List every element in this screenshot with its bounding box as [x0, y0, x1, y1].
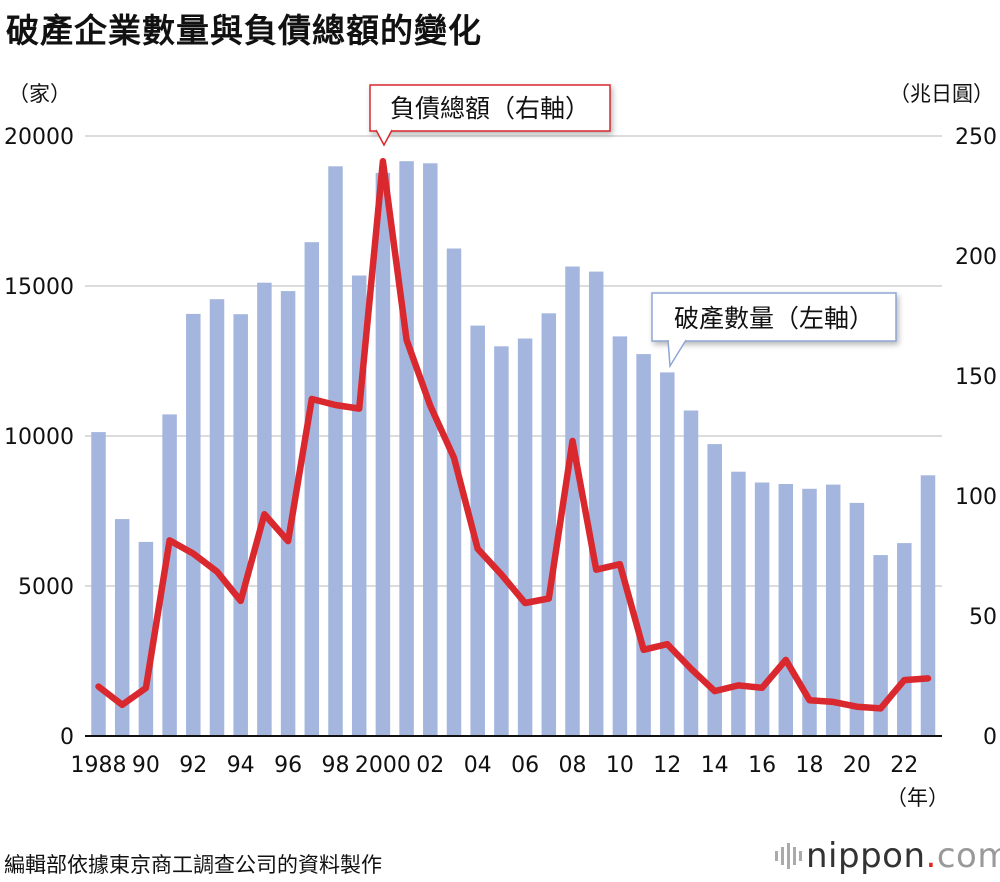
x-tick-label: 94	[227, 753, 255, 778]
bar-2010	[612, 336, 628, 736]
chart-title: 破產企業數量與負債總額的變化	[6, 11, 482, 50]
bar-2015	[731, 471, 746, 736]
bar-2014	[707, 444, 722, 736]
x-tick-label: 92	[179, 753, 207, 778]
x-tick-label: 1988	[71, 753, 127, 778]
x-tick-label: 16	[748, 753, 776, 778]
left-tick-label: 10000	[4, 425, 74, 450]
bar-1991	[162, 414, 177, 736]
x-tick-label: 90	[132, 753, 160, 778]
right-tick-label: 250	[955, 125, 997, 150]
x-tick-label: 14	[701, 753, 729, 778]
left-tick-label: 20000	[4, 125, 74, 150]
x-axis-ticks: 1988 90 92 94 96 98 2000 02 04 06 08 10 12 14 16 18 20 22	[71, 753, 919, 778]
bar-2017	[778, 484, 794, 736]
left-tick-label: 5000	[18, 575, 74, 600]
callout-debt-pointer	[375, 129, 393, 147]
bar-1994	[233, 314, 248, 736]
brand-mark-icon	[775, 843, 802, 869]
right-tick-label: 0	[983, 725, 997, 750]
right-tick-label: 100	[955, 485, 997, 510]
bar-1998	[328, 166, 343, 737]
x-tick-label: 22	[890, 753, 918, 778]
x-tick-label: 96	[274, 753, 302, 778]
right-axis-ticks: 250 200 150 100 50 0	[955, 125, 997, 750]
bar-2009	[588, 271, 604, 736]
bar-2023	[920, 475, 936, 736]
bar-2019	[825, 484, 841, 736]
bar-2006	[517, 338, 533, 736]
bar-2020	[849, 502, 865, 736]
bar-2013	[683, 410, 699, 736]
brand-suffix: com	[936, 836, 1000, 876]
right-tick-label: 50	[969, 605, 997, 630]
line-series	[95, 157, 932, 712]
bar-2008	[565, 266, 580, 736]
callout-debt-label: 負債總額（右軸）	[390, 94, 590, 123]
left-axis-ticks: 20000 15000 10000 5000 0	[4, 125, 74, 750]
bars-series	[91, 161, 936, 737]
x-tick-label: 12	[653, 753, 681, 778]
bar-1993	[209, 299, 225, 736]
x-tick-label: 06	[511, 753, 539, 778]
bar-1995	[257, 282, 272, 736]
x-tick-label: 20	[843, 753, 871, 778]
debt-line	[95, 157, 932, 712]
x-tick-label: 98	[322, 753, 350, 778]
right-tick-label: 150	[955, 365, 997, 390]
x-tick-label: 02	[416, 753, 444, 778]
source-note: 編輯部依據東京商工調查公司的資料製作	[4, 853, 382, 877]
x-tick-label: 04	[464, 753, 492, 778]
brand-name: nippon	[806, 836, 926, 876]
x-tick-label: 2000	[355, 753, 411, 778]
bar-1996	[280, 291, 296, 736]
bar-2005	[494, 346, 509, 736]
bar-2011	[636, 354, 651, 736]
x-axis-unit: （年）	[886, 786, 949, 810]
right-tick-label: 200	[955, 245, 997, 270]
bar-2016	[754, 482, 770, 736]
x-tick-label: 10	[606, 753, 634, 778]
bar-2004	[470, 325, 485, 736]
bar-2002	[423, 163, 438, 737]
callout-count-box	[651, 292, 897, 342]
left-axis-unit: （家）	[8, 82, 71, 106]
callout-count-label: 破產數量（左軸）	[674, 304, 874, 333]
brand-dot: .	[925, 836, 937, 876]
bar-1992	[186, 313, 201, 736]
bar-1989	[114, 519, 130, 736]
bar-2000	[375, 172, 391, 736]
bar-2001	[399, 161, 414, 736]
bar-2003	[446, 248, 462, 736]
left-tick-label: 0	[60, 725, 74, 750]
callout-count: 破產數量（左軸）	[651, 292, 897, 369]
x-tick-label: 18	[796, 753, 824, 778]
left-tick-label: 15000	[4, 275, 74, 300]
callout-count-pointer	[667, 339, 687, 369]
bar-2021	[873, 555, 888, 736]
bar-2018	[802, 488, 817, 736]
bar-1988	[91, 432, 106, 736]
bar-2022	[897, 543, 912, 736]
callout-debt-box	[369, 84, 611, 132]
bar-2007	[541, 313, 557, 736]
callout-debt: 負債總額（右軸）	[369, 84, 611, 147]
bar-1997	[304, 242, 320, 736]
x-tick-label: 08	[559, 753, 587, 778]
right-axis-unit: （兆日圓）	[889, 82, 994, 106]
bar-2012	[660, 372, 675, 736]
brand-logo: nippon.com	[772, 836, 1000, 876]
